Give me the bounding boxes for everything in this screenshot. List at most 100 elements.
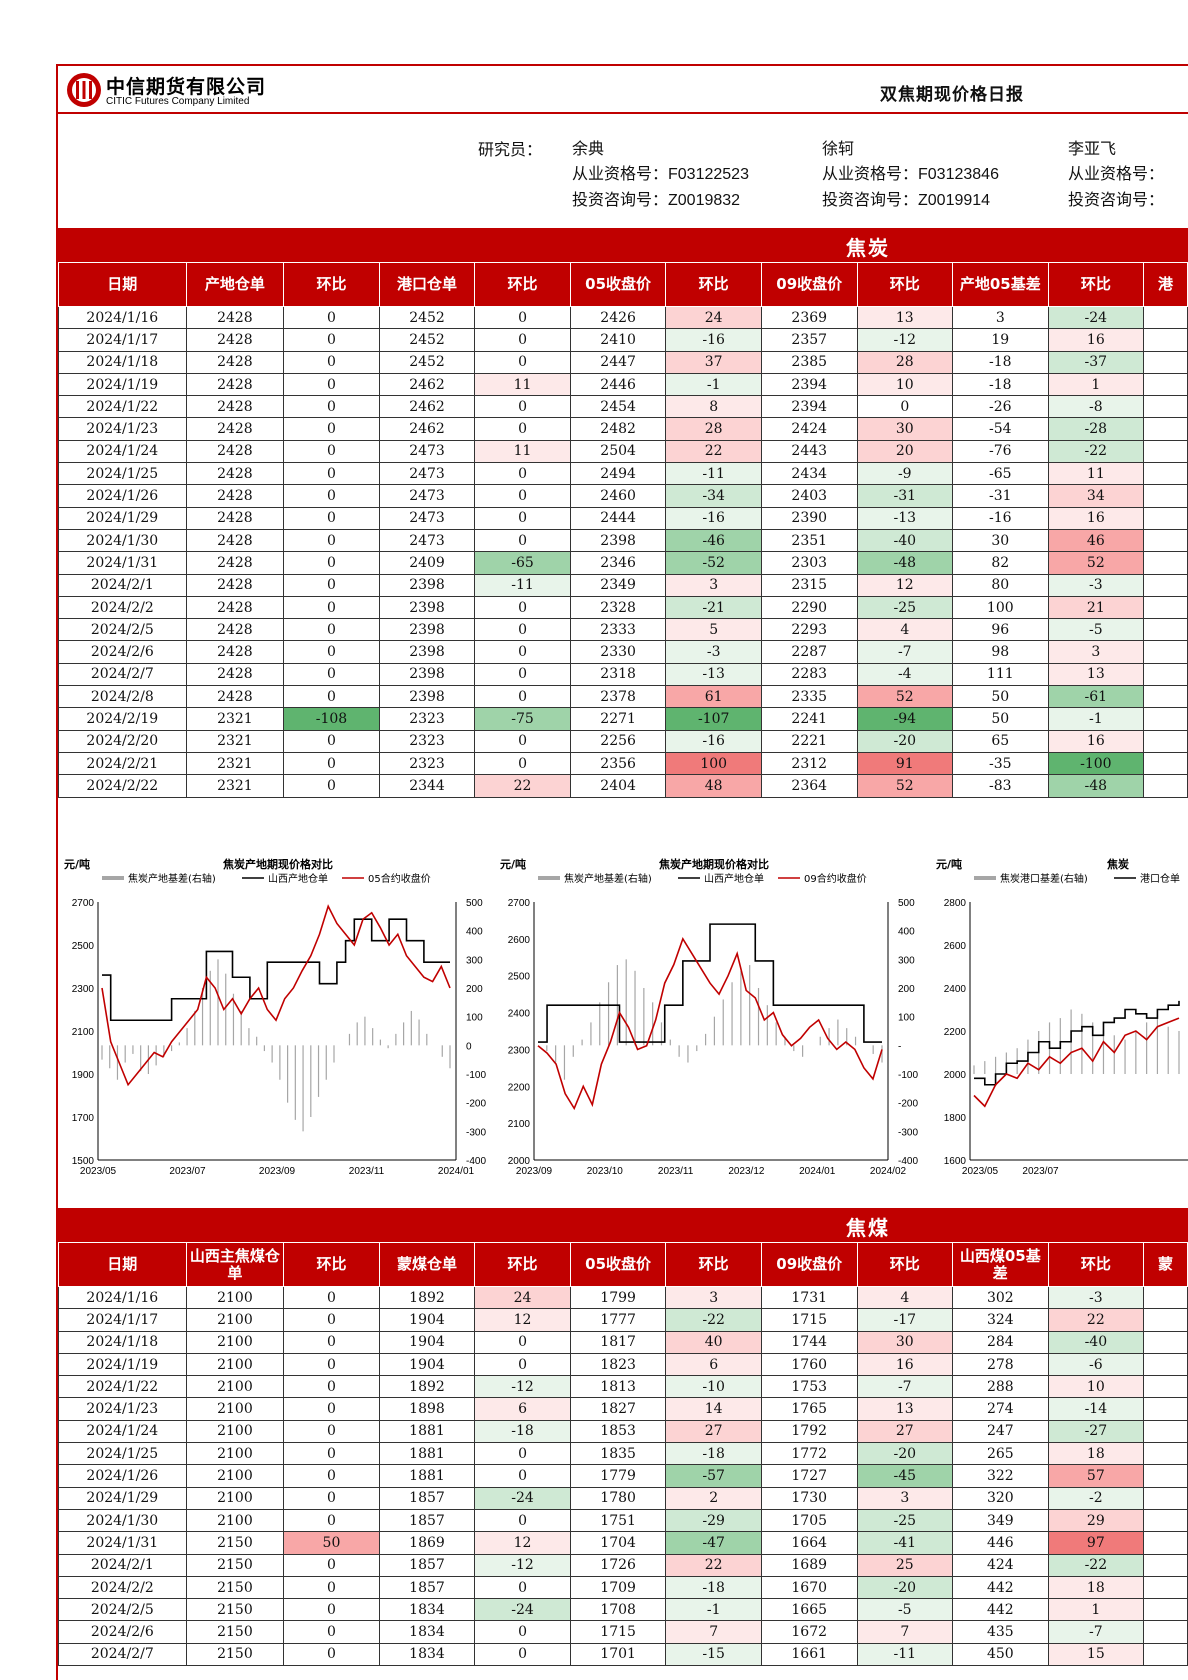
value-cell: 0 (283, 1442, 380, 1466)
value-cell: -100 (1047, 751, 1145, 776)
value-cell: 0 (474, 1620, 571, 1644)
value-cell: 288 (952, 1375, 1049, 1399)
value-cell: 12 (474, 1531, 571, 1555)
value-cell: 0 (474, 350, 571, 374)
value-cell: 1772 (760, 1442, 858, 1466)
value-cell: -3 (1047, 573, 1145, 597)
x-tick-label: 2023/07 (169, 1166, 206, 1177)
value-cell: 2428 (185, 395, 285, 419)
date-cell: 2024/1/16 (58, 1285, 187, 1310)
coke-table: 日期 产地仓单 环比 港口仓单 环比 05收盘价 环比 09收盘价 环比 产地05基差 环比港 20… (58, 262, 1188, 798)
value-cell: 97 (1047, 1531, 1145, 1555)
value-cell: 2241 (760, 707, 858, 731)
coal-header-cell: 09收盘价 (760, 1242, 858, 1287)
value-cell: -5 (1047, 618, 1145, 642)
value-cell: 2428 (185, 328, 285, 352)
value-cell: 2150 (185, 1553, 285, 1577)
value-cell: 0 (283, 506, 380, 530)
date-cell: 2024/1/16 (58, 305, 187, 330)
cut-off-cell (1143, 1575, 1188, 1600)
y2-tick-label: 300 (466, 955, 483, 966)
value-cell: -22 (1047, 439, 1145, 464)
table-row: 2024/2/1 2150 0 1857 -12 1726 22 1689 25 424 -22 (58, 1553, 1188, 1577)
date-cell: 2024/2/6 (58, 1620, 187, 1644)
value-cell: 0 (283, 729, 380, 753)
value-cell: 2100 (185, 1397, 285, 1421)
value-cell: 2323 (378, 707, 476, 731)
coal-section-bar: 焦煤 (58, 1208, 1188, 1242)
y-tick-label: 2700 (508, 898, 531, 909)
value-cell: -11 (474, 573, 571, 597)
value-cell: 0 (283, 595, 380, 620)
table-row: 2024/1/24 2428 0 2473 11 2504 22 2443 20 -76 -22 (58, 439, 1188, 464)
value-cell: 98 (952, 640, 1049, 664)
date-cell: 2024/2/6 (58, 640, 187, 664)
value-cell: 24 (474, 1285, 571, 1310)
value-cell: 2398 (569, 528, 667, 553)
cut-off-cell (1143, 1531, 1188, 1555)
x-tick-label: 2023/07 (1022, 1166, 1059, 1177)
value-cell: 0 (474, 618, 571, 642)
value-cell: 2473 (378, 439, 476, 464)
coke-header-cell: 产地05基差 (952, 262, 1049, 307)
citic-logo-icon (67, 73, 101, 107)
coal-header-cell: 山西主焦煤仓单 (185, 1242, 285, 1287)
coal-header-cell: 05收盘价 (569, 1242, 667, 1287)
value-cell: 1664 (760, 1531, 858, 1555)
value-cell: 324 (952, 1308, 1049, 1332)
value-cell: 1777 (569, 1308, 667, 1332)
table-row: 2024/2/20 2321 0 2323 0 2256 -16 2221 -20 65 16 (58, 729, 1188, 753)
value-cell: 0 (474, 328, 571, 352)
value-cell: -11 (665, 462, 762, 486)
value-cell: 40 (665, 1330, 762, 1354)
value-cell: 274 (952, 1397, 1049, 1421)
value-cell: 2428 (185, 528, 285, 553)
cut-off-cell (1143, 1375, 1188, 1399)
value-cell: 1689 (760, 1553, 858, 1577)
value-cell: 0 (474, 595, 571, 620)
value-cell: 30 (856, 417, 954, 441)
value-cell: -12 (856, 328, 954, 352)
value-cell: 13 (856, 1397, 954, 1421)
value-cell: 2428 (185, 305, 285, 330)
legend-label: 09合约收盘价 (804, 872, 867, 885)
date-cell: 2024/2/22 (58, 774, 187, 798)
table-row: 2024/2/22 2321 0 2344 22 2404 48 2364 52 -83 -48 (58, 774, 1188, 798)
date-cell: 2024/1/17 (58, 328, 187, 352)
date-cell: 2024/2/7 (58, 662, 187, 687)
value-cell: 1715 (569, 1620, 667, 1644)
value-cell: -15 (665, 1642, 762, 1667)
value-cell: 20 (856, 439, 954, 464)
date-cell: 2024/1/22 (58, 1375, 187, 1399)
value-cell: 0 (474, 685, 571, 709)
value-cell: 16 (1047, 506, 1145, 530)
value-cell: 1881 (378, 1442, 476, 1466)
coke-header-cell: 产地仓单 (185, 262, 285, 307)
value-cell: 100 (952, 595, 1049, 620)
table-row: 2024/1/23 2428 0 2462 0 2482 28 2424 30 -54 -28 (58, 417, 1188, 441)
value-cell: 1881 (378, 1419, 476, 1444)
value-cell: 3 (856, 1486, 954, 1510)
value-cell: -41 (856, 1531, 954, 1555)
cut-off-cell (1143, 1553, 1188, 1577)
coal-header-cell: 环比 (283, 1242, 380, 1287)
researcher-consult: 投资咨询号： (1068, 192, 1165, 209)
value-cell: 1704 (569, 1531, 667, 1555)
table-row: 2024/1/22 2100 0 1892 -12 1813 -10 1753 -7 288 10 (58, 1375, 1188, 1399)
value-cell: -13 (856, 506, 954, 530)
date-cell: 2024/1/29 (58, 506, 187, 530)
coke-table-body: 2024/1/16 2428 0 2452 0 2426 24 2369 13 3 -24 2024/… (58, 305, 1188, 798)
value-cell: -31 (856, 484, 954, 508)
value-cell: 1760 (760, 1352, 858, 1377)
value-cell: 2100 (185, 1352, 285, 1377)
value-cell: 2443 (760, 439, 858, 464)
table-row: 2024/1/25 2428 0 2473 0 2494 -11 2434 -9 -65 11 (58, 462, 1188, 486)
cut-off-cell (1143, 506, 1188, 530)
value-cell: 0 (474, 1442, 571, 1466)
value-cell: 247 (952, 1419, 1049, 1444)
y-tick-label: 1800 (944, 1113, 967, 1124)
cut-off-cell (1143, 1464, 1188, 1488)
cut-off-cell (1143, 1442, 1188, 1466)
value-cell: 0 (283, 1352, 380, 1377)
value-cell: 4 (856, 618, 954, 642)
